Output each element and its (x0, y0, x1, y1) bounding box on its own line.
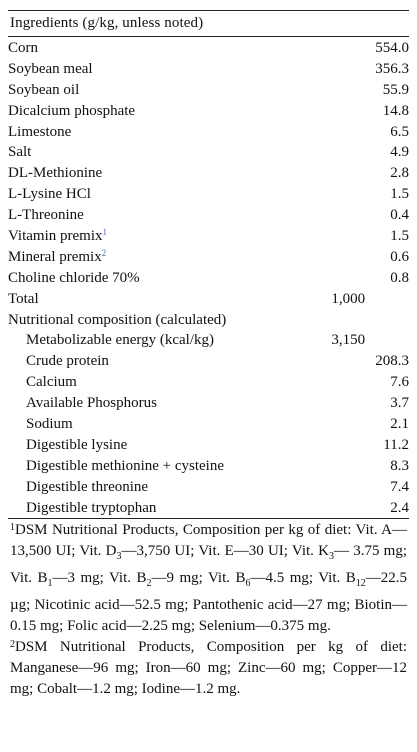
ingredient-value: 554.0 (375, 39, 409, 56)
table-header-rule (8, 36, 409, 37)
footnote-1-marker: 1 (10, 522, 15, 534)
footnote-1-subscript: 6 (245, 578, 251, 590)
footnote-1-subscript: 12 (355, 578, 366, 590)
footnote-1-text: —4.5 mg; Vit. B (250, 570, 356, 587)
ingredient-value: 0.4 (390, 207, 409, 224)
nutrient-value: 11.2 (383, 436, 409, 453)
table-row: Limestone 6.5 (8, 122, 409, 143)
table-row: Metabolizable energy (kcal/kg) 3,150 (8, 330, 409, 351)
ingredient-name: L-Threonine (8, 207, 84, 224)
nutrient-name: Sodium (26, 415, 73, 432)
footnote-ref-1[interactable]: 1 (102, 226, 108, 237)
ingredient-value: 0.8 (390, 269, 409, 286)
footnote-1-subscript: 3 (328, 551, 334, 563)
nutrient-value: 2.1 (390, 415, 409, 432)
ingredient-name: Corn (8, 39, 38, 56)
nutrient-name: Available Phosphorus (26, 395, 157, 412)
section-label: Nutritional composition (calculated) (8, 311, 227, 328)
nutrient-value: 208.3 (375, 353, 409, 370)
footnotes: 1DSM Nutritional Products, Composition p… (8, 519, 409, 699)
table-top-rule (8, 10, 409, 11)
footnote-2-marker: 2 (10, 639, 15, 651)
footnote-2-text: DSM Nutritional Products, Composition pe… (10, 639, 407, 697)
table-row: Dicalcium phosphate 14.8 (8, 101, 409, 122)
table-row: Digestible lysine 11.2 (8, 435, 409, 456)
ingredient-name-cell: Vitamin premix1 (8, 226, 318, 247)
table-row: DL-Methionine 2.8 (8, 163, 409, 184)
table-row: L-Threonine 0.4 (8, 205, 409, 226)
footnote-1-text: DSM Nutritional Products, Composition pe… (10, 522, 407, 560)
table-row: Soybean oil 55.9 (8, 80, 409, 101)
ingredient-name-cell: Mineral premix2 (8, 247, 318, 268)
table-row: Digestible methionine + cysteine 8.3 (8, 456, 409, 477)
ingredient-name: Dicalcium phosphate (8, 102, 136, 119)
table-row: Choline chloride 70% 0.8 (8, 268, 409, 289)
table-row: Soybean meal 356.3 (8, 59, 409, 80)
footnote-1-subscript: 2 (146, 578, 152, 590)
table-row: Salt 4.9 (8, 142, 409, 163)
ingredient-value: 55.9 (382, 81, 409, 98)
ingredient-value: 1.5 (390, 227, 409, 244)
table-row: Digestible tryptophan 2.4 (8, 498, 409, 519)
footnote-1-text: — 3.75 mg; Vit. B (10, 543, 407, 587)
table-row: L-Lysine HCl 1.5 (8, 184, 409, 205)
nutrient-name: Digestible methionine + cysteine (26, 457, 224, 474)
nutrient-value: 7.6 (390, 374, 409, 391)
total-value: 1,000 (331, 290, 366, 307)
section-row: Nutritional composition (calculated) (8, 310, 409, 331)
nutrient-value: 8.3 (390, 457, 409, 474)
ingredient-name: Soybean meal (8, 60, 93, 77)
table-row: Sodium 2.1 (8, 414, 409, 435)
table-row: Vitamin premix1 1.5 (8, 226, 409, 247)
ingredient-name: Soybean oil (8, 81, 80, 98)
ingredient-value: 14.8 (382, 102, 409, 119)
table-row: Available Phosphorus 3.7 (8, 393, 409, 414)
footnote-1-subscript: 3 (116, 551, 122, 563)
nutrient-name: Digestible threonine (26, 478, 149, 495)
nutrient-value: 7.4 (390, 478, 409, 495)
nutrient-value: 2.4 (390, 499, 409, 516)
ingredient-name: Mineral premix (8, 248, 102, 265)
footnote-1-text: —9 mg; Vit. B (151, 570, 246, 587)
table-row: Digestible threonine 7.4 (8, 477, 409, 498)
ingredient-name: Limestone (8, 123, 72, 140)
ingredient-value: 0.6 (390, 248, 409, 265)
ingredient-name: Vitamin premix (8, 227, 103, 244)
ingredient-value: 2.8 (390, 165, 409, 182)
footnote-1-subscript: 1 (47, 578, 53, 590)
ingredient-value: 6.5 (390, 123, 409, 140)
ingredient-value: 4.9 (390, 144, 409, 161)
footnote-ref-2[interactable]: 2 (101, 247, 107, 258)
ingredient-name: Salt (8, 144, 32, 161)
nutrient-value: 3,150 (331, 332, 366, 349)
ingredient-value: 1.5 (390, 186, 409, 203)
nutrient-name: Crude protein (26, 353, 109, 370)
total-label: Total (8, 290, 39, 307)
table-row: Crude protein 208.3 (8, 351, 409, 372)
table-row-total: Total 1,000 (8, 289, 409, 310)
table-header: Ingredients (g/kg, unless noted) (10, 15, 204, 31)
table-row: Corn 554.0 (8, 38, 409, 59)
ingredient-name: Choline chloride 70% (8, 269, 140, 286)
ingredient-name: DL-Methionine (8, 165, 103, 182)
ingredient-name: L-Lysine HCl (8, 186, 91, 203)
nutrient-name: Calcium (26, 374, 77, 391)
diet-composition-table-page: Ingredients (g/kg, unless noted) Corn 55… (0, 10, 417, 752)
nutrient-name: Metabolizable energy (kcal/kg) (26, 332, 214, 349)
table-row: Calcium 7.6 (8, 372, 409, 393)
footnote-2: 2DSM Nutritional Products, Composition p… (10, 637, 407, 700)
nutrient-name: Digestible lysine (26, 436, 128, 453)
nutrient-value: 3.7 (390, 395, 409, 412)
footnote-1-text: —3,750 UI; Vit. E—30 UI; Vit. K (121, 543, 329, 560)
footnote-1-text: —22.5 µg; Nicotinic acid—52.5 mg; Pantot… (10, 570, 407, 635)
composition-table: Corn 554.0 Soybean meal 356.3 Soybean oi… (8, 38, 409, 518)
ingredient-value: 356.3 (375, 60, 409, 77)
table-row: Mineral premix2 0.6 (8, 247, 409, 268)
nutrient-name: Digestible tryptophan (26, 499, 157, 516)
footnote-1: 1DSM Nutritional Products, Composition p… (10, 520, 407, 637)
table-bottom-rule (8, 518, 409, 520)
footnote-1-text: —3 mg; Vit. B (52, 570, 147, 587)
